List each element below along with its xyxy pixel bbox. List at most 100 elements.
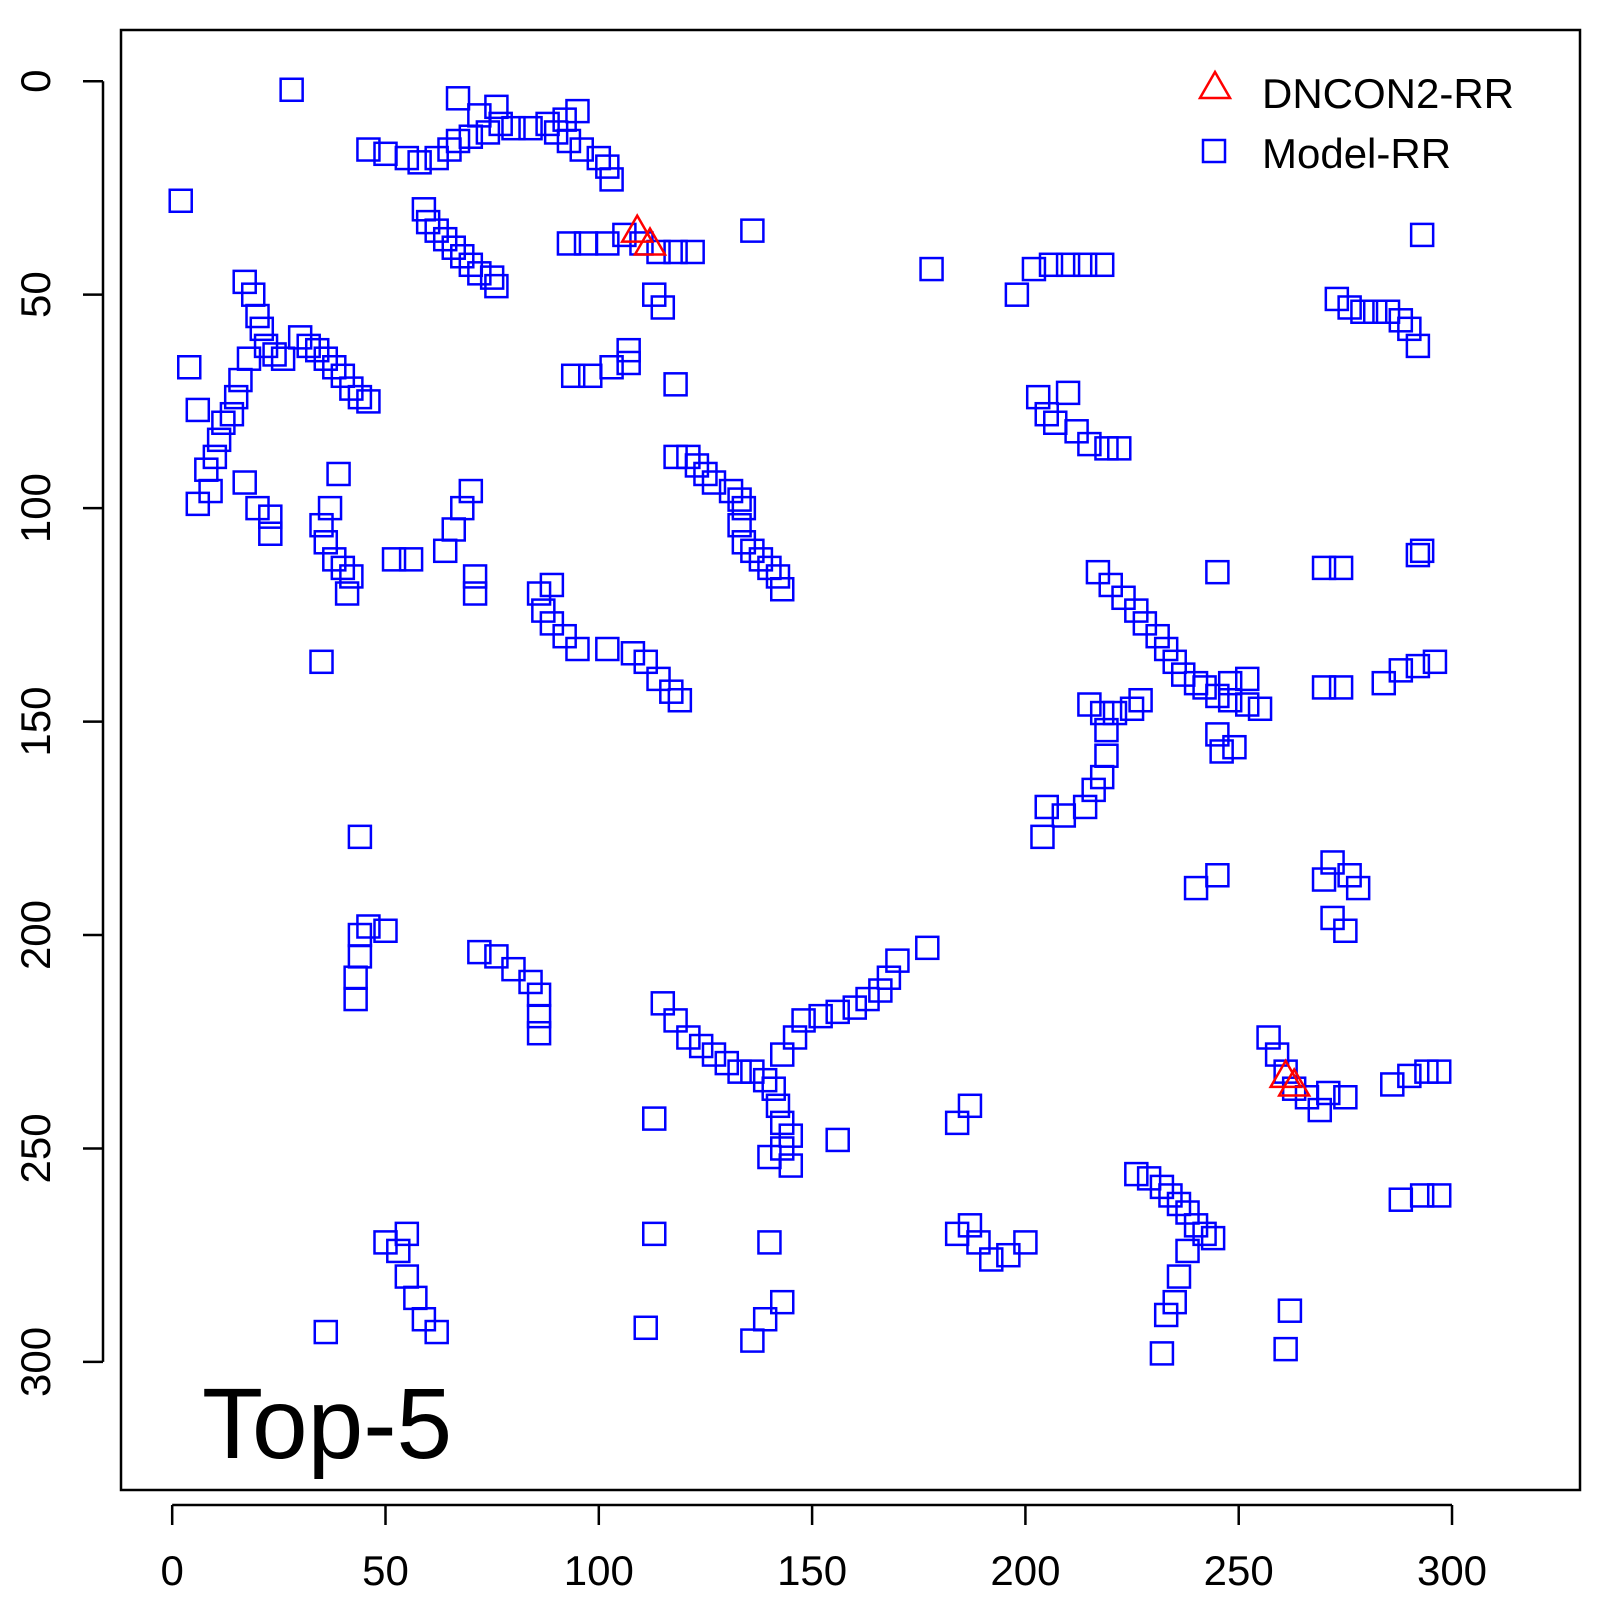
model-rr-point	[1030, 824, 1055, 850]
model-rr-point	[228, 367, 253, 393]
model-rr-point	[194, 457, 219, 482]
model-rr-point	[347, 922, 373, 948]
model-rr-point	[1345, 875, 1371, 901]
model-rr-point	[1132, 611, 1158, 636]
model-rr-point	[769, 1289, 795, 1315]
model-rr-point	[556, 128, 582, 154]
model-rr-point	[599, 355, 624, 380]
model-rr-point	[1124, 1161, 1149, 1187]
model-rr-point	[1388, 658, 1414, 683]
model-rr-point	[270, 346, 296, 371]
model-rr-point	[450, 495, 475, 521]
model-rr-point	[1158, 1183, 1183, 1208]
model-rr-point	[599, 167, 624, 192]
model-rr-point	[484, 944, 509, 969]
model-rr-point	[752, 1306, 778, 1332]
model-rr-point	[1013, 1230, 1038, 1255]
model-rr-point	[432, 538, 458, 564]
model-rr-point	[1072, 794, 1098, 820]
model-rr-point	[676, 444, 701, 470]
model-rr-point	[769, 576, 795, 602]
model-rr-point	[769, 1042, 795, 1067]
model-rr-point	[1264, 1042, 1290, 1067]
model-rr-point	[394, 1221, 420, 1247]
model-rr-point	[663, 372, 688, 397]
model-rr-point	[258, 521, 283, 546]
model-rr-point	[560, 363, 586, 389]
model-rr-point	[1205, 863, 1230, 888]
model-rr-point	[1256, 1025, 1281, 1050]
model-rr-point	[518, 115, 543, 141]
model-rr-point	[680, 239, 705, 265]
model-rr-point	[688, 1033, 714, 1059]
y-tick-label: 50	[12, 271, 59, 318]
model-rr-point	[411, 1306, 437, 1332]
model-rr-point	[1350, 299, 1375, 325]
model-rr-point	[437, 137, 462, 162]
model-rr-point	[501, 115, 526, 141]
model-rr-point	[1320, 850, 1345, 875]
model-rr-point	[646, 666, 671, 692]
model-rr-point	[411, 197, 437, 222]
model-rr-point	[1021, 256, 1047, 282]
model-rr-point	[612, 222, 637, 248]
model-rr-point	[394, 145, 420, 171]
y-tick-label: 300	[12, 1327, 59, 1397]
model-rr-point	[177, 355, 202, 380]
model-rr-point	[1072, 252, 1098, 278]
model-rr-point	[415, 209, 441, 235]
model-rr-point	[313, 346, 339, 371]
model-rr-point	[620, 641, 646, 666]
model-rr-point	[1175, 1238, 1200, 1264]
x-tick-label: 0	[161, 1547, 184, 1594]
model-rr-point	[1409, 1183, 1435, 1208]
model-rr-point	[1409, 222, 1435, 248]
model-rr-point	[1337, 295, 1362, 320]
model-rr-point	[595, 231, 620, 256]
model-rr-point	[1397, 316, 1422, 342]
y-tick-label: 0	[12, 70, 59, 93]
model-rr-point	[1094, 717, 1119, 743]
model-rr-point	[667, 687, 693, 713]
model-rr-point	[1324, 286, 1350, 312]
model-rr-point	[778, 1153, 804, 1178]
model-rr-point	[1234, 692, 1260, 717]
model-rr-point	[573, 231, 599, 256]
model-rr-point	[1375, 299, 1401, 325]
model-rr-point	[322, 547, 347, 572]
model-rr-point	[526, 581, 552, 606]
model-rr-point	[642, 1221, 667, 1247]
model-rr-point	[919, 256, 944, 282]
model-rr-point	[1055, 380, 1081, 406]
model-rr-point	[1034, 401, 1059, 427]
model-rr-point	[1222, 734, 1247, 760]
model-rr-point	[475, 120, 501, 145]
model-rr-point	[479, 265, 505, 290]
model-rr-point	[663, 239, 688, 265]
model-rr-point	[539, 611, 565, 636]
model-rr-point	[240, 282, 266, 307]
model-rr-point	[855, 986, 880, 1012]
model-rr-point	[1422, 649, 1448, 675]
model-rr-point	[1124, 598, 1149, 623]
model-rr-point	[714, 1050, 740, 1076]
model-rr-point	[526, 1020, 552, 1046]
model-rr-point	[185, 491, 211, 517]
model-rr-point	[1380, 1072, 1405, 1097]
model-rr-point	[1337, 863, 1362, 888]
model-rr-point	[1089, 700, 1115, 726]
model-rr-point	[381, 547, 407, 572]
model-rr-point	[565, 98, 590, 124]
model-rr-point	[1089, 252, 1115, 278]
model-rr-point	[1362, 299, 1388, 325]
model-rr-point	[944, 1110, 970, 1136]
model-rr-point	[731, 495, 757, 521]
model-rr-point	[1102, 700, 1128, 726]
model-rr-point	[1085, 559, 1111, 585]
legend-label-model-rr: Model-RR	[1262, 130, 1451, 177]
x-tick-label: 50	[362, 1547, 409, 1594]
y-tick-label: 200	[12, 900, 59, 970]
model-rr-point	[343, 965, 368, 990]
model-rr-point	[616, 337, 641, 363]
